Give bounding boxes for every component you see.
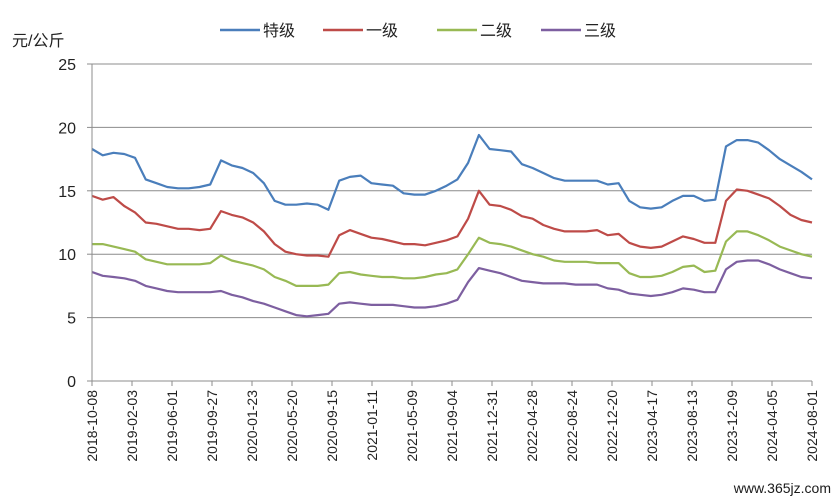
x-tick-label: 2019-02-03 [124,390,140,462]
y-tick-label: 15 [58,184,76,201]
series-line-0 [91,133,813,211]
y-tick-label: 25 [58,57,76,74]
series-line-1 [91,188,813,258]
series-line-2 [92,230,813,287]
x-tick-label: 2022-08-24 [564,390,580,462]
y-tick-labels: 0 5 10 15 20 25 [58,57,76,391]
series-line-3 [91,259,813,318]
x-tick-label: 2019-06-01 [164,390,180,462]
x-tick-label: 2020-05-20 [284,390,300,462]
x-tick-label: 2021-01-11 [364,390,380,461]
x-tick-labels: 2018-10-08 2019-02-03 2019-06-01 2019-09-27… [84,390,820,462]
x-tick-label: 2021-12-31 [484,390,500,462]
series-lines [91,133,813,318]
legend-label-0: 特级 [263,22,295,40]
x-tick-label: 2024-04-05 [764,390,780,462]
x-tick-label: 2023-12-09 [724,390,740,462]
y-axis-unit-label: 元/公斤 [12,32,64,50]
y-tick-label: 20 [58,120,76,137]
legend-label-1: 一级 [366,22,398,40]
x-tick-label: 2022-12-20 [604,390,620,462]
x-tick-label: 2023-08-13 [684,390,700,462]
x-tick-label: 2018-10-08 [84,390,100,462]
x-tick-label: 2023-04-17 [644,390,660,462]
legend-label-2: 二级 [480,22,512,40]
x-tick-label: 2020-09-15 [324,390,340,462]
x-tick-label: 2019-09-27 [204,390,220,462]
y-tick-label: 10 [58,247,76,264]
x-tick-label: 2021-09-04 [444,390,460,462]
legend-label-3: 三级 [584,22,616,40]
x-tick-label: 2021-05-09 [404,390,420,462]
axes [87,63,813,386]
x-tick-label: 2020-01-23 [244,390,260,462]
legend: 特级 一级 二级 三级 [220,22,616,40]
y-tick-label: 5 [67,311,76,328]
x-tick-label: 2024-08-01 [804,390,820,462]
watermark: www.365jz.com [733,480,831,496]
y-tick-label: 0 [67,374,76,391]
x-tick-label: 2022-04-28 [524,390,540,462]
gridlines [92,63,812,319]
